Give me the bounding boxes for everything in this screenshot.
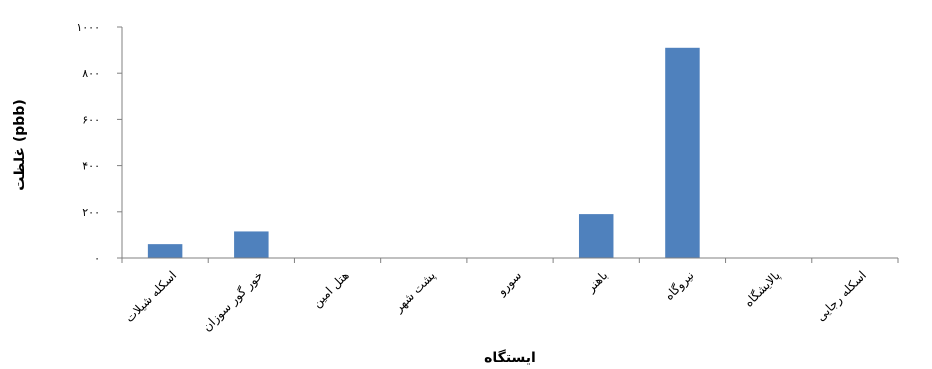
bars	[147, 47, 700, 258]
bar	[665, 47, 700, 258]
y-tick-label: ۸۰۰	[82, 67, 100, 80]
x-tick-label: پالایشگاه	[741, 268, 782, 309]
y-tick-label: ۲۰۰	[82, 206, 100, 219]
y-tick-label: ۶۰۰	[82, 113, 100, 126]
x-tick-label: سورو	[494, 268, 525, 299]
x-tick-label: خور گور سوزان	[200, 268, 266, 334]
y-axis-ticks: ۰ ۲۰۰ ۴۰۰ ۶۰۰ ۸۰۰ ۱۰۰۰	[76, 21, 122, 265]
x-tick-label: اسکله شیلات	[122, 268, 179, 325]
x-axis-title: ایستگاه	[484, 349, 536, 366]
bar	[578, 214, 614, 258]
x-tick-label: نیروگاه	[662, 268, 697, 303]
bar	[234, 231, 269, 258]
y-tick-label: ۴۰۰	[82, 160, 100, 173]
x-tick-label: اسکله رجایی	[814, 268, 870, 324]
y-axis-title: غلظت (pbb)	[12, 99, 28, 191]
x-axis-ticks	[121, 258, 899, 263]
x-tick-label: پشت شهر	[391, 268, 439, 316]
x-tick-label: باهنر	[583, 268, 611, 296]
x-tick-label: هتل امین	[310, 268, 353, 311]
y-tick-label: ۰	[94, 252, 100, 265]
x-axis-category-labels: اسکله شیلات خور گور سوزان هتل امین پشت شهر س…	[122, 268, 869, 334]
bar	[147, 244, 183, 258]
y-tick-label: ۱۰۰۰	[76, 21, 100, 34]
